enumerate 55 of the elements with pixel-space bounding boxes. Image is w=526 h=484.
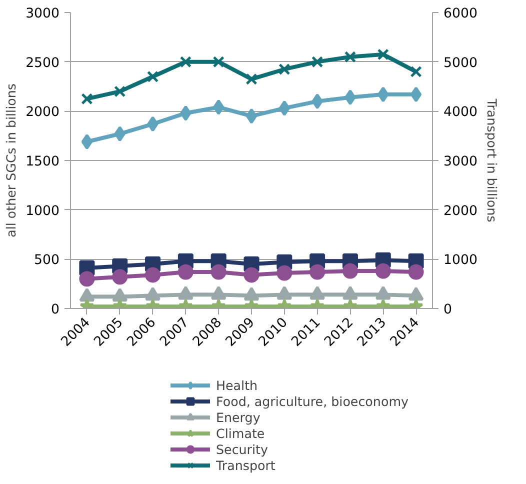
legend-label: Transport: [216, 457, 276, 473]
point: [112, 288, 128, 302]
point: [81, 134, 93, 150]
point: [410, 66, 422, 78]
y-tick-label: 3000: [26, 6, 60, 22]
y-tick-label: 2000: [26, 105, 60, 120]
point: [310, 286, 326, 300]
point: [410, 86, 422, 102]
y-tick-label: 1000: [26, 204, 60, 219]
point: [246, 73, 258, 85]
point: [408, 286, 424, 301]
y2-tick-label: 3000: [444, 154, 478, 170]
legend-label: Climate: [216, 425, 265, 441]
point: [114, 126, 126, 142]
y2-tick-label: 5000: [444, 56, 478, 71]
point: [344, 90, 356, 106]
legend-label: Energy: [216, 409, 260, 425]
point: [178, 286, 194, 300]
y-tick-label: 1500: [26, 154, 60, 170]
point: [375, 286, 391, 300]
y-axis-title: all other SGCs in billions: [4, 84, 19, 238]
point: [213, 99, 224, 115]
point: [146, 70, 159, 82]
y2-tick-label: 4000: [444, 105, 478, 120]
point: [212, 56, 224, 68]
point: [145, 286, 161, 301]
point: [278, 100, 290, 116]
y-tick-label: 2500: [26, 56, 60, 71]
point: [378, 86, 389, 102]
y2-tick-label: 1000: [444, 253, 478, 268]
point: [180, 105, 192, 121]
y-tick-label: 500: [34, 253, 60, 268]
y2-tick-label: 0: [444, 302, 452, 318]
point: [311, 56, 324, 68]
legend-label: Security: [216, 441, 268, 457]
point: [342, 286, 358, 300]
point: [180, 56, 192, 68]
y2-axis-title: Transport in billions: [484, 98, 500, 222]
point: [79, 288, 95, 302]
point: [377, 48, 389, 60]
point: [278, 63, 290, 76]
y-tick-label: 0: [51, 302, 60, 318]
point: [81, 92, 93, 105]
legend-label: Health: [216, 377, 258, 393]
point: [210, 286, 226, 300]
legend-label: Food, agriculture, bioeconomy: [216, 393, 409, 409]
y2-tick-label: 2000: [444, 204, 478, 219]
point: [344, 51, 356, 63]
point: [246, 108, 258, 124]
point: [147, 116, 158, 132]
point: [114, 86, 126, 98]
point: [276, 286, 292, 300]
y2-tick-label: 6000: [444, 6, 478, 22]
point: [312, 94, 323, 110]
point: [244, 286, 260, 301]
